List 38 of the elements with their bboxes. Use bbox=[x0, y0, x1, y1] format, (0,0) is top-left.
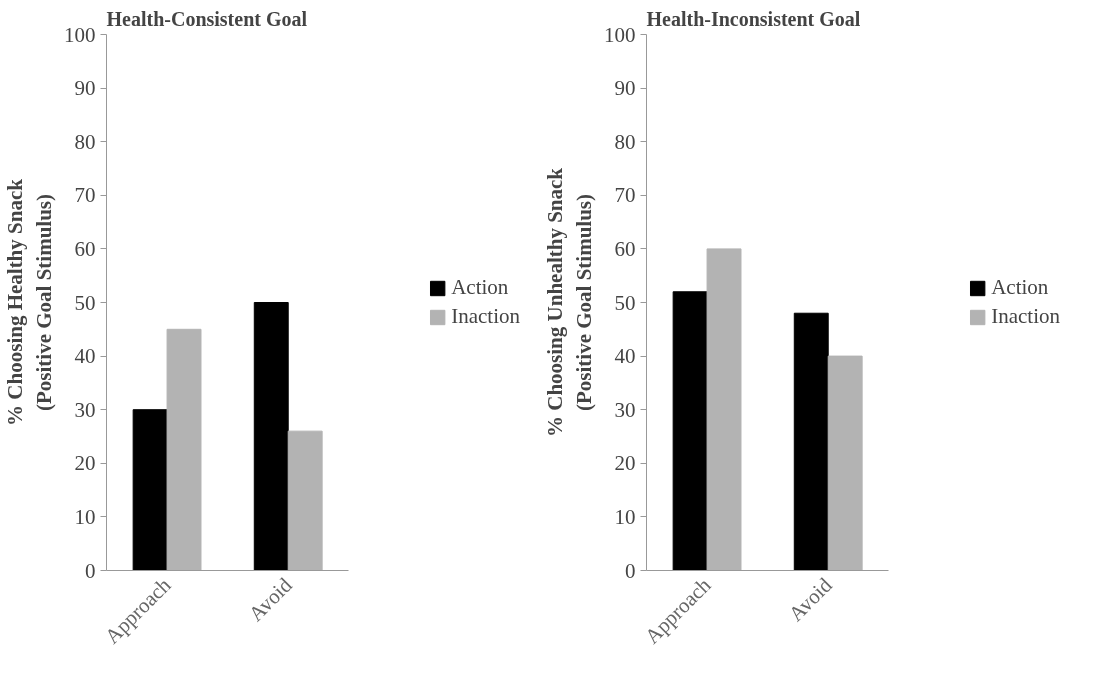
y-tick-label: 50 bbox=[614, 290, 636, 315]
y-tick-label: 0 bbox=[85, 558, 96, 583]
bar bbox=[706, 248, 742, 571]
bar bbox=[132, 409, 168, 571]
y-tick-label: 40 bbox=[614, 344, 636, 369]
y-tick-label: 70 bbox=[614, 183, 636, 208]
y-tick-label: 50 bbox=[74, 290, 96, 315]
y-tick-label: 80 bbox=[614, 129, 636, 154]
legend-label: Inaction bbox=[991, 304, 1060, 329]
y-tick-label: 100 bbox=[604, 22, 636, 47]
bar bbox=[166, 328, 202, 571]
y-tick-label: 10 bbox=[614, 504, 636, 529]
y-tick-label: 10 bbox=[74, 504, 96, 529]
bar bbox=[287, 430, 323, 571]
legend-label: Action bbox=[991, 275, 1049, 300]
y-axis-title: % Choosing Healthy Snack (Positive Goal Stimulus) bbox=[3, 178, 56, 426]
y-tick-label: 80 bbox=[74, 129, 96, 154]
y-axis-title: % Choosing Unhealthy Snack (Positive Goal Stimulus) bbox=[543, 167, 596, 437]
legend-label: Action bbox=[451, 275, 509, 300]
y-tick-label: 30 bbox=[74, 397, 96, 422]
y-tick-label: 20 bbox=[614, 451, 636, 476]
y-tick-label: 30 bbox=[614, 397, 636, 422]
bar bbox=[253, 302, 289, 571]
y-tick-label: 60 bbox=[74, 236, 96, 261]
chart-title: Health-Consistent Goal bbox=[106, 7, 308, 30]
y-tick-label: 20 bbox=[74, 451, 96, 476]
bar bbox=[672, 291, 708, 571]
y-tick-label: 60 bbox=[614, 236, 636, 261]
bar bbox=[827, 355, 863, 571]
bar bbox=[793, 312, 829, 571]
y-tick-label: 40 bbox=[74, 344, 96, 369]
y-tick-label: 90 bbox=[614, 76, 636, 101]
y-tick-label: 100 bbox=[64, 22, 96, 47]
chart-title: Health-Inconsistent Goal bbox=[646, 7, 861, 30]
y-tick-label: 0 bbox=[625, 558, 636, 583]
y-tick-label: 90 bbox=[74, 76, 96, 101]
y-tick-label: 70 bbox=[74, 183, 96, 208]
legend-label: Inaction bbox=[451, 304, 520, 329]
